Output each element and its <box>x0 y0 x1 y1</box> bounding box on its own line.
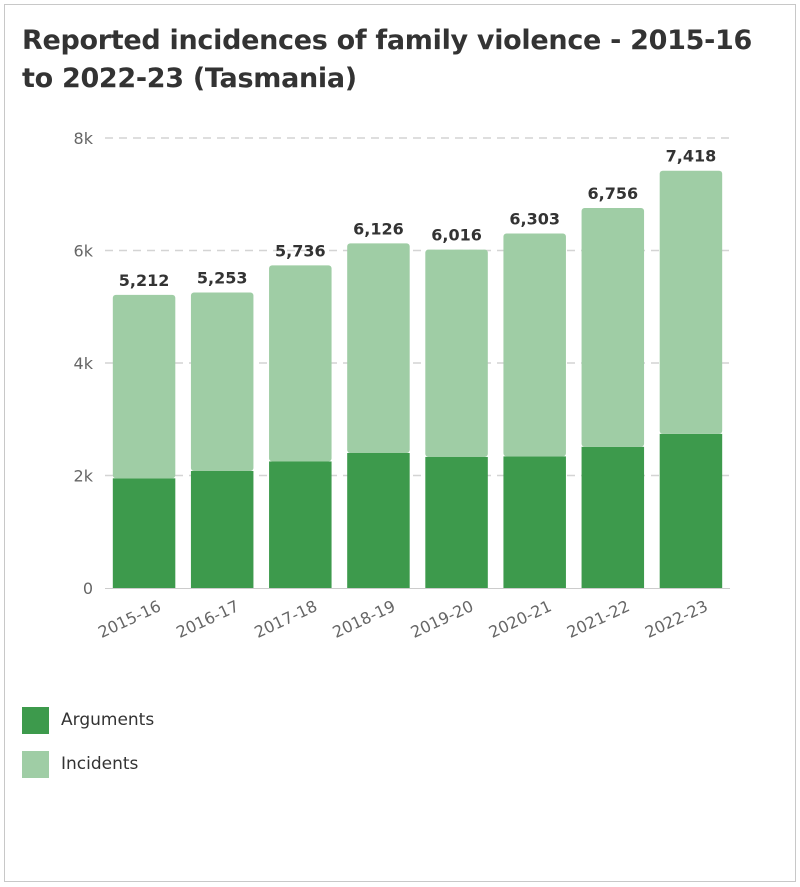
bar-arguments-2017-18 <box>269 461 332 588</box>
total-label-2015-16: 5,212 <box>119 271 170 290</box>
bar-arguments-2016-17 <box>190 471 254 588</box>
chart-legend: Arguments Incidents <box>22 706 154 794</box>
x-tick-label-2022-23: 2022-23 <box>642 596 711 641</box>
x-tick-label-2017-18: 2017-18 <box>251 596 320 641</box>
bar-incidents-2019-20 <box>425 249 488 457</box>
bar-arguments-2022-23 <box>659 433 723 588</box>
x-tick-label-2018-19: 2018-19 <box>330 596 399 641</box>
y-tick-label-8k: 8k <box>74 129 94 148</box>
legend-swatch-arguments <box>22 706 49 734</box>
total-label-2016-17: 5,253 <box>197 269 248 288</box>
y-tick-label-0: 0 <box>83 579 93 598</box>
total-label-2019-20: 6,016 <box>431 226 482 245</box>
legend-item-arguments[interactable]: Arguments <box>22 706 154 734</box>
bar-incidents-2015-16 <box>112 294 176 479</box>
bar-arguments-2020-21 <box>503 456 566 588</box>
chart-title: Reported incidences of family violence -… <box>22 25 752 94</box>
x-tick-label-2016-17: 2016-17 <box>173 596 242 641</box>
bar-incidents-2017-18 <box>269 265 332 462</box>
y-tick-label-6k: 6k <box>74 242 94 261</box>
bar-arguments-2015-16 <box>112 478 176 588</box>
y-tick-label-4k: 4k <box>74 354 94 373</box>
total-label-2022-23: 7,418 <box>666 147 717 166</box>
total-label-2018-19: 6,126 <box>353 219 404 238</box>
bar-incidents-2021-22 <box>581 207 645 447</box>
stacked-bar-chart: 0 2k 4k 6k 8k 5,212 2015-16 5,253 2016-17 5,736 20… <box>74 129 730 642</box>
legend-item-incidents[interactable]: Incidents <box>22 750 154 778</box>
total-label-2021-22: 6,756 <box>588 184 639 203</box>
bar-incidents-2016-17 <box>190 292 254 471</box>
bar-arguments-2019-20 <box>425 456 488 588</box>
y-tick-label-2k: 2k <box>74 467 94 486</box>
x-tick-label-2019-20: 2019-20 <box>408 596 477 641</box>
total-label-2020-21: 6,303 <box>509 209 560 228</box>
bar-arguments-2018-19 <box>347 453 410 588</box>
bar-incidents-2020-21 <box>503 233 566 457</box>
x-tick-label-2020-21: 2020-21 <box>486 596 555 641</box>
legend-label-arguments: Arguments <box>61 710 155 730</box>
bar-incidents-2022-23 <box>659 170 723 434</box>
total-label-2017-18: 5,736 <box>275 241 326 260</box>
x-tick-label-2021-22: 2021-22 <box>564 596 633 641</box>
legend-swatch-incidents <box>22 750 49 778</box>
bar-arguments-2021-22 <box>581 446 645 588</box>
bar-incidents-2018-19 <box>347 243 410 453</box>
legend-label-incidents: Incidents <box>61 754 139 774</box>
x-tick-label-2015-16: 2015-16 <box>95 596 164 641</box>
